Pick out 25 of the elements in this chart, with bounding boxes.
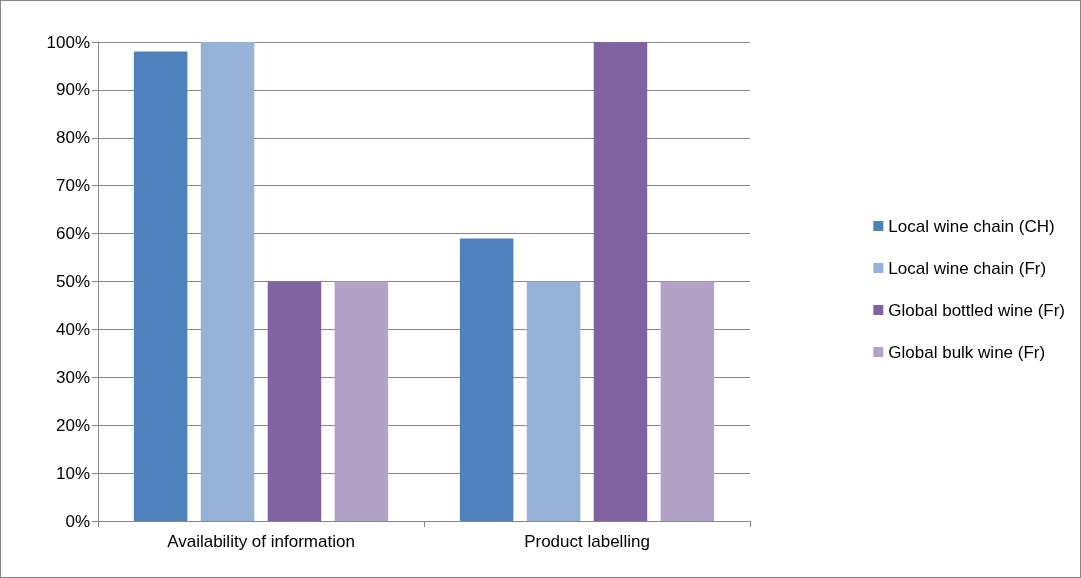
legend-label: Local wine chain (Fr) <box>888 258 1047 278</box>
y-tick-label: 40% <box>55 319 90 339</box>
y-tick-label: 80% <box>55 128 90 148</box>
y-tick-label: 70% <box>55 176 90 196</box>
bar <box>334 281 389 521</box>
legend-label: Global bulk wine (Fr) <box>888 342 1046 362</box>
y-tick-label: 0% <box>65 511 90 531</box>
x-tick-label: Product labelling <box>524 532 650 551</box>
bar <box>526 281 581 521</box>
bar <box>459 238 514 521</box>
legend-label: Local wine chain (CH) <box>888 216 1055 236</box>
bar <box>660 281 715 521</box>
bar <box>593 42 648 521</box>
y-tick-label: 10% <box>55 463 90 483</box>
bar <box>133 51 188 521</box>
x-tick-label: Availability of information <box>167 532 355 551</box>
y-tick-label: 100% <box>46 32 90 52</box>
bar <box>200 42 255 521</box>
y-tick-label: 30% <box>55 367 90 387</box>
y-tick-label: 90% <box>55 80 90 100</box>
y-tick-label: 60% <box>55 224 90 244</box>
y-tick-label: 50% <box>55 272 90 291</box>
y-tick-label: 20% <box>55 415 90 435</box>
bar <box>267 281 322 521</box>
legend-label: Global bottled wine (Fr) <box>888 300 1066 320</box>
